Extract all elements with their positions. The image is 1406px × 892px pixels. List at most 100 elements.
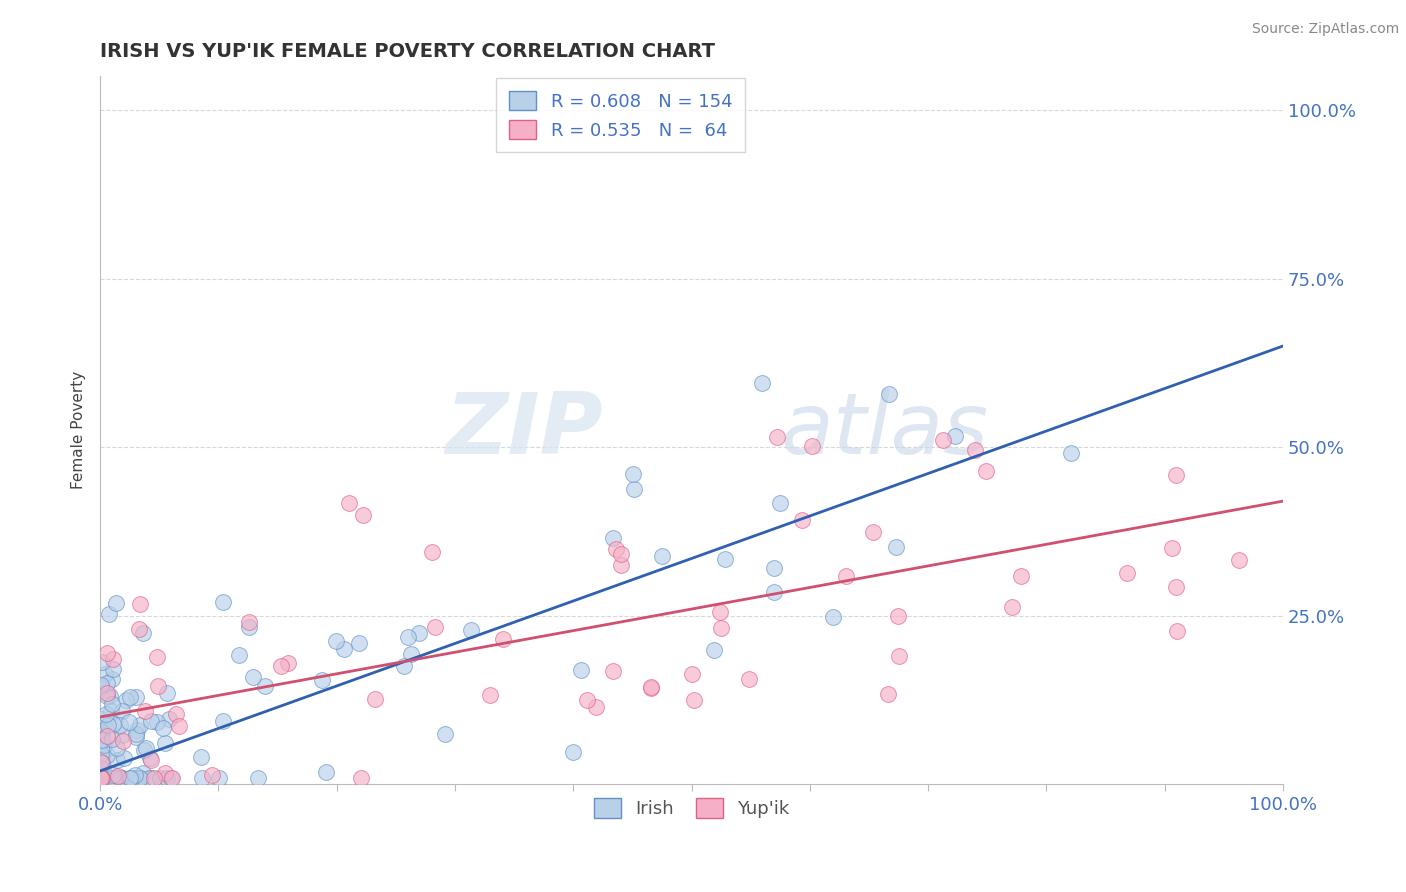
Point (120, 690, 142, 705)
Point (640, 680, 662, 694)
Point (105, 771, 128, 785)
Point (277, 656, 299, 670)
Point (90, 771, 112, 785)
Point (118, 714, 141, 729)
Point (91, 763, 114, 777)
Point (90, 724, 112, 739)
Point (90, 770, 112, 784)
Point (160, 771, 183, 785)
Point (96, 747, 118, 762)
Point (125, 723, 148, 737)
Text: Source: ZipAtlas.com: Source: ZipAtlas.com (1251, 22, 1399, 37)
Point (602, 664, 624, 678)
Point (709, 605, 731, 619)
Point (94, 771, 117, 785)
Point (399, 647, 422, 661)
Point (100, 672, 122, 686)
Point (478, 688, 501, 702)
Point (100, 704, 122, 718)
Point (107, 771, 129, 785)
Point (621, 467, 644, 482)
Point (145, 650, 167, 665)
Point (433, 727, 456, 741)
Point (162, 771, 184, 785)
Point (364, 691, 387, 706)
Point (1227, 553, 1250, 567)
Point (1010, 569, 1032, 583)
Point (96, 686, 118, 700)
Point (101, 771, 124, 785)
Point (90, 771, 112, 785)
Point (1164, 467, 1187, 482)
Point (90, 760, 112, 774)
Point (94, 771, 117, 785)
Point (325, 634, 347, 648)
Point (91, 737, 114, 751)
Point (128, 771, 150, 785)
Point (90, 747, 112, 761)
Point (610, 558, 633, 573)
Point (90, 732, 112, 747)
Point (139, 753, 162, 767)
Point (90, 728, 112, 742)
Point (834, 569, 856, 583)
Point (101, 732, 124, 747)
Point (94, 706, 117, 721)
Point (98, 689, 121, 703)
Point (110, 771, 132, 785)
Point (576, 692, 599, 706)
Point (460, 623, 482, 637)
Point (104, 771, 127, 785)
Point (208, 771, 231, 785)
Point (683, 693, 706, 707)
Point (247, 771, 270, 785)
Point (115, 693, 138, 707)
Point (751, 376, 773, 391)
Point (138, 771, 160, 785)
Point (350, 771, 373, 785)
Point (128, 718, 150, 732)
Point (651, 549, 673, 563)
Point (90, 763, 112, 777)
Point (96, 675, 118, 690)
Point (101, 717, 124, 731)
Point (763, 585, 786, 599)
Point (120, 771, 142, 785)
Point (90, 727, 112, 741)
Point (125, 690, 148, 704)
Point (107, 769, 129, 783)
Point (157, 712, 180, 726)
Point (884, 540, 907, 554)
Point (128, 597, 150, 611)
Point (114, 751, 136, 765)
Point (103, 771, 125, 785)
Point (1166, 581, 1188, 595)
Point (101, 652, 124, 666)
Point (146, 679, 169, 693)
Point (97, 771, 120, 785)
Point (877, 386, 900, 401)
Point (90, 756, 112, 770)
Point (90, 771, 112, 785)
Point (238, 615, 260, 629)
Point (738, 672, 761, 686)
Point (143, 771, 166, 785)
Point (91, 771, 114, 785)
Point (1160, 541, 1182, 556)
Point (766, 430, 789, 444)
Point (120, 771, 142, 785)
Point (93, 771, 115, 785)
Point (105, 596, 128, 610)
Point (889, 648, 911, 663)
Point (90, 771, 112, 785)
Point (131, 626, 153, 640)
Point (821, 610, 844, 624)
Point (887, 608, 910, 623)
Point (96, 647, 118, 661)
Point (108, 718, 131, 732)
Point (93, 771, 115, 785)
Point (108, 771, 131, 785)
Point (90, 771, 112, 785)
Point (270, 659, 292, 673)
Point (100, 771, 122, 785)
